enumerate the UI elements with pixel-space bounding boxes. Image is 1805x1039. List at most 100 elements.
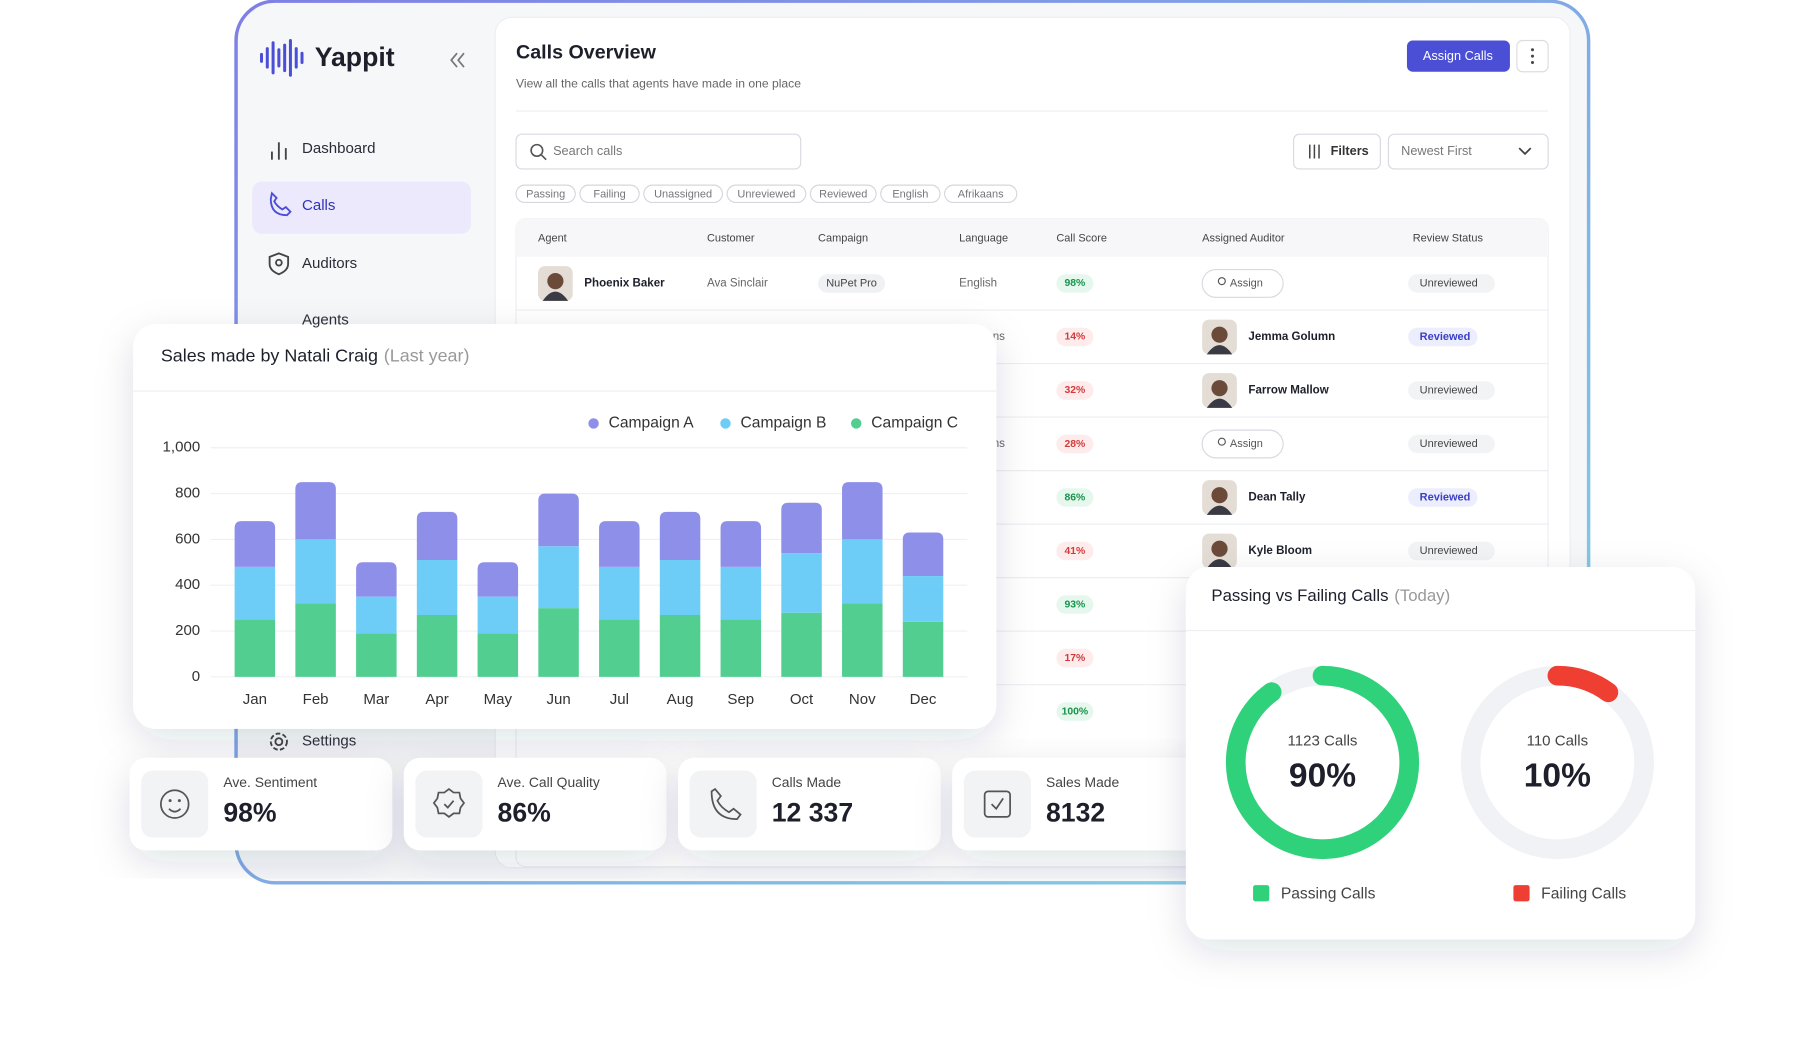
x-tick-label: Feb (303, 691, 329, 708)
avatar-face (1211, 487, 1228, 504)
column-header: Customer (707, 232, 755, 244)
donut-count: 1123 Calls (1288, 733, 1358, 750)
bar-segment (538, 546, 579, 609)
bar-segment (295, 603, 336, 677)
nav-item[interactable]: Auditors (302, 255, 357, 272)
collapse-button[interactable] (450, 52, 465, 68)
stat-value: 98% (223, 798, 276, 828)
score-pill (1056, 541, 1094, 561)
donut-value: 10% (1524, 757, 1591, 794)
campaign-pill (818, 274, 886, 293)
bar-segment (477, 562, 519, 597)
filter-chip[interactable] (579, 184, 640, 204)
assign-icon (1217, 437, 1226, 446)
avatar-body (1206, 345, 1233, 355)
avatar-face (1211, 326, 1228, 343)
nav-item[interactable]: Settings (302, 733, 356, 750)
bar-segment (599, 521, 640, 567)
avatar-body (1206, 398, 1233, 408)
sort-select[interactable] (1387, 133, 1549, 170)
filter-chip[interactable] (880, 184, 941, 204)
stat-icon (710, 787, 742, 821)
call-score: 28% (1064, 439, 1085, 450)
filters-icon (1309, 144, 1320, 159)
score-pill (1056, 434, 1094, 454)
bar-segment (234, 521, 276, 567)
stat-icon (983, 790, 1011, 818)
page-subtitle: View all the calls that agents have made… (516, 77, 801, 91)
filter-chip[interactable] (809, 184, 877, 204)
auditor-name: Jemma Golumn (1248, 331, 1335, 343)
donut-arc (1225, 665, 1420, 860)
stat-icon (432, 787, 466, 818)
legend-label: Failing Calls (1541, 885, 1626, 902)
app-name: Yappit (315, 42, 395, 72)
y-tick-label: 800 (175, 485, 200, 502)
campaign: NuPet Pro (826, 277, 877, 289)
stat-value: 86% (498, 798, 551, 828)
filter-chip[interactable] (944, 184, 1018, 204)
filter-chip[interactable] (726, 184, 807, 204)
score-pill (1056, 488, 1094, 507)
status-pill (1408, 488, 1478, 507)
avatar-face (547, 273, 564, 290)
column-header: Call Score (1056, 232, 1107, 244)
status-pill (1408, 274, 1495, 293)
review-status: Unreviewed (1420, 438, 1478, 450)
bar-segment (659, 511, 701, 561)
assign-icon (1217, 277, 1226, 286)
status-pill (1408, 541, 1495, 561)
logo (260, 38, 304, 77)
call-score: 32% (1064, 385, 1085, 396)
nav-item[interactable]: Calls (302, 197, 335, 214)
bar-segment (295, 482, 336, 540)
assign-button[interactable] (1201, 269, 1284, 298)
bar-segment (234, 619, 276, 677)
chart-title: Sales made by Natali Craig (Last year) (161, 345, 470, 365)
bar-segment (416, 560, 458, 616)
x-tick-label: Jan (243, 691, 267, 708)
bar-segment (720, 521, 762, 567)
bar-segment (295, 539, 336, 604)
filters-button[interactable] (1292, 133, 1381, 170)
bar-segment (902, 576, 944, 622)
search-icon (530, 143, 547, 161)
page-title: Calls Overview (516, 41, 657, 63)
legend-label: Passing Calls (1281, 885, 1376, 902)
filter-chip-label: Afrikaans (958, 188, 1004, 200)
bar-segment (599, 566, 640, 620)
filter-chip[interactable] (515, 184, 576, 204)
assign-button[interactable] (1201, 429, 1284, 459)
search-box[interactable] (515, 133, 802, 170)
review-status: Reviewed (1420, 491, 1471, 503)
donut-value: 90% (1289, 757, 1356, 794)
legend-label: Campaign C (871, 415, 958, 432)
call-score: 14% (1064, 332, 1085, 343)
stat-icon-box (141, 770, 209, 838)
donut-arc (1460, 665, 1654, 860)
legend-label: Campaign A (609, 415, 695, 432)
assign-label: Assign (1230, 438, 1263, 450)
bar-segment (781, 502, 822, 554)
nav-item[interactable]: Agents (302, 311, 349, 328)
bar-segment (356, 633, 397, 677)
bar-segment (720, 619, 762, 677)
filter-chip-label: Reviewed (819, 188, 867, 200)
x-tick-label: Oct (790, 691, 814, 708)
legend-dot (720, 418, 731, 429)
bar-segment (477, 596, 519, 634)
column-header: Review Status (1413, 232, 1484, 244)
review-status: Unreviewed (1420, 545, 1478, 557)
assign-calls-button[interactable] (1406, 40, 1510, 72)
avatar-face (1211, 540, 1228, 557)
x-tick-label: Mar (363, 691, 389, 708)
legend-dot (588, 418, 599, 429)
x-tick-label: Sep (727, 691, 754, 708)
bar-segment (416, 511, 458, 561)
y-tick-label: 1,000 (163, 439, 201, 456)
y-tick-label: 600 (175, 530, 200, 547)
filter-chip[interactable] (643, 184, 724, 204)
call-score: 100% (1062, 706, 1089, 717)
nav-item[interactable]: Dashboard (302, 140, 376, 157)
